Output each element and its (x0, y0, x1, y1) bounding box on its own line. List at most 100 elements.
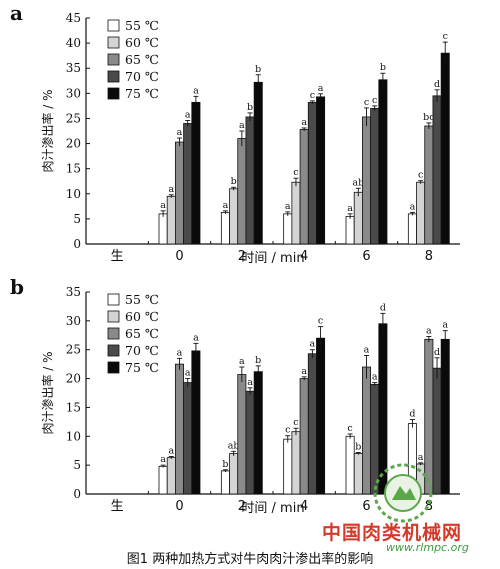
significance-label: a (364, 344, 370, 355)
legend-swatch (107, 361, 120, 374)
bar (283, 213, 293, 245)
significance-label: a (372, 372, 378, 383)
significance-label: d (380, 302, 386, 313)
bar (166, 195, 176, 245)
significance-label: a (185, 109, 191, 120)
x-tick-label: 8 (425, 499, 433, 514)
significance-label: a (426, 325, 432, 336)
legend-label: 75 ℃ (125, 360, 159, 375)
significance-label: a (177, 127, 183, 138)
x-tick-label: 0 (175, 499, 183, 514)
bar (361, 116, 371, 245)
significance-label: a (310, 339, 316, 350)
bar (253, 81, 263, 245)
bar (299, 129, 309, 245)
y-tick-label: 20 (66, 372, 81, 386)
significance-label: d (434, 79, 440, 90)
bar (291, 431, 301, 495)
significance-label: a (239, 356, 245, 367)
y-tick-label: 40 (66, 36, 81, 50)
legend-label: 70 ℃ (125, 69, 159, 84)
significance-label: a (223, 200, 229, 211)
significance-label: c (372, 95, 377, 106)
significance-label: a (185, 368, 191, 379)
y-tick-label: 30 (66, 86, 81, 100)
legend-label: 55 ℃ (125, 292, 159, 307)
y-tick-label: 10 (66, 187, 81, 201)
figure-caption: 图1 两种加热方式对牛肉肉汁渗出率的影响 (126, 552, 374, 567)
y-tick-label: 5 (73, 458, 81, 472)
bar (316, 96, 326, 245)
significance-label: c (364, 97, 369, 108)
significance-label: d (434, 347, 440, 358)
panel-letter: b (10, 275, 24, 299)
x-tick-label: 2 (238, 249, 246, 264)
y-tick-label: 45 (66, 11, 81, 25)
bar (407, 213, 417, 245)
bar (361, 366, 371, 495)
significance-label: bc (423, 112, 434, 123)
bar (299, 378, 309, 495)
significance-label: c (418, 170, 423, 181)
significance-label: a (318, 83, 324, 94)
y-tick-label: 30 (66, 314, 81, 328)
bar (432, 367, 442, 495)
significance-label: ab (228, 440, 240, 451)
significance-label: a (168, 184, 174, 195)
bar (416, 181, 426, 245)
y-tick-label: 35 (66, 61, 81, 75)
significance-label: b (247, 102, 253, 113)
x-tick-label: 4 (300, 249, 308, 264)
bar (378, 79, 388, 245)
legend-label: 55 ℃ (125, 18, 159, 33)
significance-label: c (285, 425, 290, 436)
y-tick-label: 15 (66, 162, 81, 176)
bar (237, 374, 247, 495)
bar (253, 371, 263, 495)
significance-label: b (355, 441, 361, 452)
bar (307, 353, 317, 495)
significance-label: a (193, 85, 199, 96)
bar (353, 453, 363, 495)
y-tick-label: 10 (66, 429, 81, 443)
bar (220, 470, 230, 495)
bar (183, 123, 193, 245)
significance-label: c (293, 417, 298, 428)
significance-label: a (247, 377, 253, 388)
x-tick-label: 生 (111, 249, 124, 264)
bar (183, 382, 193, 495)
significance-label: a (168, 445, 174, 456)
watermark-text: 中国肉类机械网 (322, 522, 463, 544)
significance-label: a (177, 347, 183, 358)
legend-swatch (107, 53, 120, 66)
y-tick-label: 35 (66, 285, 81, 299)
significance-label: a (410, 201, 416, 212)
x-tick-label: 0 (175, 249, 183, 264)
significance-label: b (255, 64, 261, 75)
bar (424, 125, 434, 245)
legend-label: 75 ℃ (125, 86, 159, 101)
significance-label: a (239, 120, 245, 131)
y-tick-label: 25 (66, 111, 81, 125)
bar (440, 52, 450, 245)
x-tick-label: 6 (362, 499, 370, 514)
significance-label: a (160, 454, 166, 465)
bar (353, 191, 363, 245)
legend-swatch (107, 310, 120, 323)
significance-label: c (293, 167, 298, 178)
significance-label: a (193, 332, 199, 343)
bar (174, 363, 184, 495)
watermark-logo-icon (373, 463, 433, 523)
significance-label: b (255, 355, 261, 366)
x-axis-label: 时间 / min (241, 251, 304, 266)
legend-swatch (107, 327, 120, 340)
legend-label: 60 ℃ (125, 35, 159, 50)
bar (229, 188, 239, 245)
bar (345, 435, 355, 495)
significance-label: a (442, 320, 448, 331)
bar (158, 465, 168, 495)
legend-label: 60 ℃ (125, 309, 159, 324)
